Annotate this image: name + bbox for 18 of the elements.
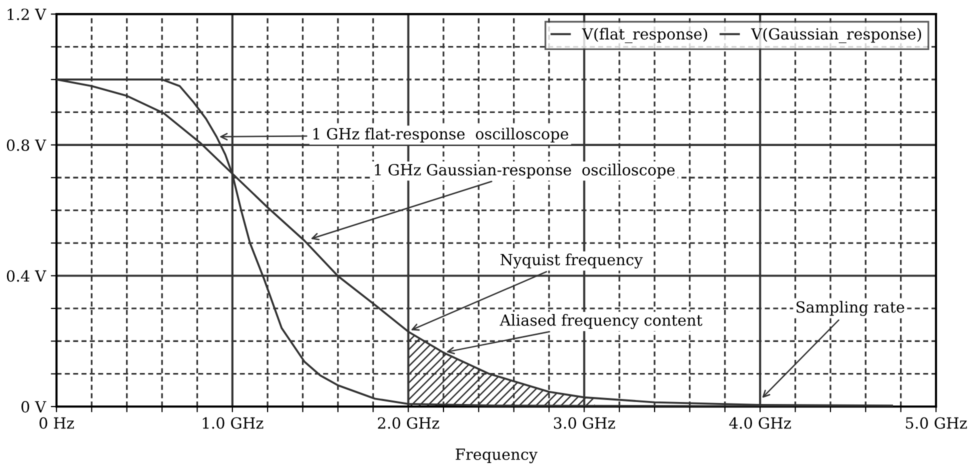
x-tick-label: 3.0 GHz <box>554 417 616 429</box>
x-tick-label: 5.0 GHz <box>906 417 967 429</box>
annotation: 1 GHz Gaussian-response oscilloscope <box>374 164 675 178</box>
x-tick-label: 2.0 GHz <box>378 417 440 429</box>
legend-label: V(flat_response) <box>582 28 708 44</box>
y-tick-label: 0.8 V <box>6 139 46 151</box>
annotation: Sampling rate <box>796 300 904 316</box>
x-tick-label: 1.0 GHz <box>202 417 264 429</box>
legend-label: V(Gaussian_response) <box>750 28 922 44</box>
y-tick-label: 0.4 V <box>6 270 46 282</box>
x-tick-label: 0 Hz <box>40 417 74 429</box>
x-axis-title: Frequency <box>456 448 538 464</box>
annotation: 1 GHz flat-response oscilloscope <box>313 128 568 142</box>
y-tick-label: 1.2 V <box>8 8 46 20</box>
annotation: Aliased frequency content <box>500 314 702 330</box>
annotation: Nyquist frequency <box>500 254 643 269</box>
x-tick-label: 4.0 GHz <box>729 417 791 429</box>
y-tick-label: 0 V <box>21 401 46 413</box>
